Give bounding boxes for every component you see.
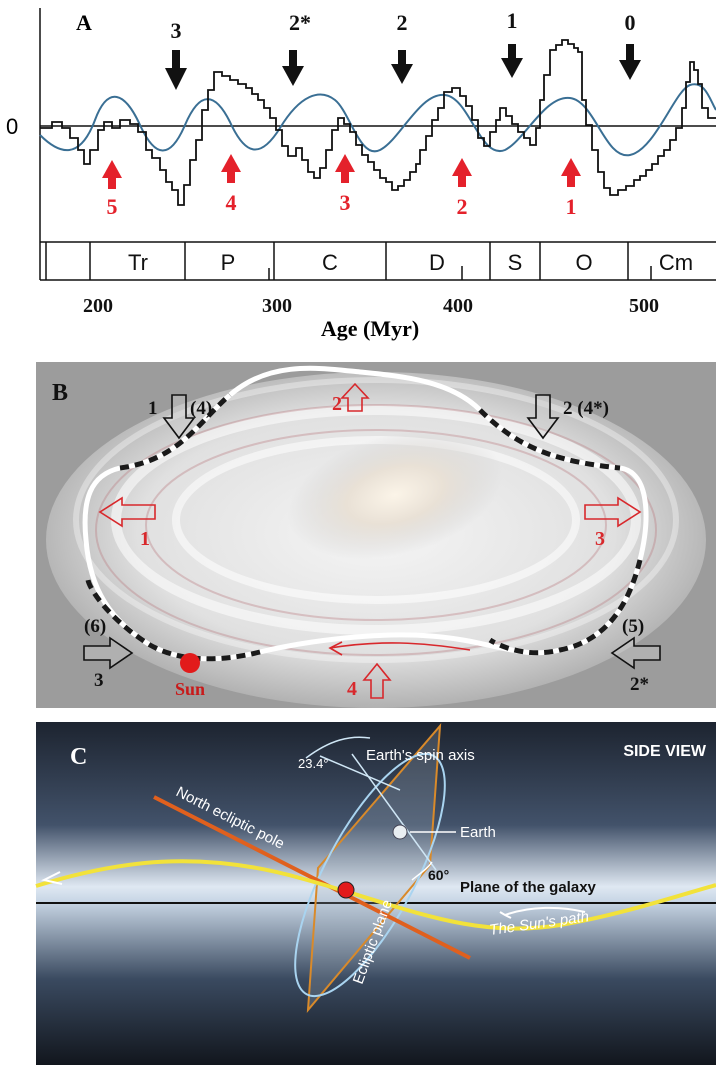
black-label-1: 1 xyxy=(148,398,158,419)
black-label-4: (4) xyxy=(190,398,212,419)
tick-500: 500 xyxy=(629,295,659,317)
black-arrow-left-2star xyxy=(610,636,661,670)
panel-a-label: A xyxy=(76,10,92,35)
period-band: Tr P C D S O Cm xyxy=(40,241,716,281)
red-arrow-up-2 xyxy=(340,382,370,412)
red-arrow-1: 1 xyxy=(561,158,581,219)
panel-b: B 2 1 3 4 xyxy=(36,362,716,708)
red-curve-arrow xyxy=(329,642,471,651)
svg-text:2: 2 xyxy=(397,10,408,35)
black-arrow-1: 1 xyxy=(501,8,523,78)
black-labels: 1 (4) 2 (4*) (6) 3 (5) 2* xyxy=(84,398,649,695)
red-arrows: 5 4 3 2 1 xyxy=(102,154,581,219)
black-label-6: (6) xyxy=(84,616,106,637)
black-arrow-down-2 xyxy=(526,394,560,440)
black-label-3: 3 xyxy=(94,670,104,691)
panel-b-label: B xyxy=(52,380,68,406)
earth-label: Earth xyxy=(460,824,496,841)
period-o: O xyxy=(575,250,592,275)
tick-200: 200 xyxy=(83,295,113,317)
sun-marker-c xyxy=(337,881,355,899)
black-label-2-4star: 2 (4*) xyxy=(563,398,609,419)
red-label-2: 2 xyxy=(332,393,342,415)
period-d: D xyxy=(429,250,445,275)
red-arrow-up-4 xyxy=(362,662,392,699)
red-labels: 2 1 3 4 xyxy=(140,393,605,700)
red-arrow-3: 3 xyxy=(335,154,355,215)
svg-text:1: 1 xyxy=(566,194,577,219)
panel-a: A 0 3 2* 2 1 xyxy=(6,8,716,341)
red-label-1: 1 xyxy=(140,528,150,550)
spin-axis xyxy=(351,753,437,871)
period-c: C xyxy=(322,250,338,275)
red-arrow-left-1 xyxy=(98,496,156,528)
tick-300: 300 xyxy=(262,295,292,317)
north-ecliptic-pole-line xyxy=(153,795,471,960)
black-arrow-3: 3 xyxy=(165,18,187,90)
tick-400: 400 xyxy=(443,295,473,317)
side-view-title: SIDE VIEW xyxy=(623,743,707,760)
svg-text:2*: 2* xyxy=(289,10,311,35)
svg-text:4: 4 xyxy=(226,190,237,215)
step-curve xyxy=(40,39,716,206)
sun-marker xyxy=(180,653,200,673)
black-arrow-2star: 2* xyxy=(282,10,311,86)
panel-c-label: C xyxy=(70,744,87,770)
period-p: P xyxy=(221,250,236,275)
period-s: S xyxy=(508,250,523,275)
svg-text:5: 5 xyxy=(107,194,118,219)
red-arrow-4: 4 xyxy=(221,154,241,215)
red-hollow-arrows xyxy=(98,382,642,699)
black-arrow-0: 0 xyxy=(619,10,641,80)
svg-text:0: 0 xyxy=(625,10,636,35)
spin-axis-label: Earth's spin axis xyxy=(366,747,475,764)
red-label-4: 4 xyxy=(347,678,357,700)
svg-text:3: 3 xyxy=(171,18,182,43)
sun-label: Sun xyxy=(175,679,205,699)
angle-plane-label: 60° xyxy=(428,867,449,883)
galaxy-dust xyxy=(95,404,657,656)
black-arrow-2: 2 xyxy=(391,10,413,84)
earth-orbit xyxy=(294,752,446,998)
x-ticks: 200 300 400 500 xyxy=(83,295,659,317)
black-hollow-arrows xyxy=(83,394,661,670)
black-arrow-down-1 xyxy=(162,394,196,440)
red-arrow-2: 2 xyxy=(452,158,472,219)
x-axis-title: Age (Myr) xyxy=(321,316,419,341)
period-tr: Tr xyxy=(128,250,148,275)
sun-path-arrow xyxy=(41,871,63,885)
period-cm: Cm xyxy=(659,250,693,275)
red-arrow-5: 5 xyxy=(102,160,122,219)
earth-marker xyxy=(392,824,408,840)
black-label-2star: 2* xyxy=(630,674,649,695)
black-arrows: 3 2* 2 1 0 xyxy=(165,8,641,90)
black-arrow-right-3 xyxy=(83,636,134,670)
sun-path xyxy=(35,859,716,931)
red-arrow-right-3 xyxy=(584,496,642,528)
sine-curve xyxy=(39,83,716,157)
galaxy-plane-label: Plane of the galaxy xyxy=(460,879,597,896)
zero-label: 0 xyxy=(6,114,18,139)
svg-text:2: 2 xyxy=(457,194,468,219)
panel-c: C SIDE VIEW North ecliptic pole The Sun'… xyxy=(35,722,716,1065)
red-label-3: 3 xyxy=(595,528,605,550)
black-label-5: (5) xyxy=(622,616,644,637)
svg-text:1: 1 xyxy=(507,8,518,33)
orbit-dark-segments xyxy=(85,393,643,662)
angle-spin-label: 23.4° xyxy=(298,756,329,771)
svg-text:3: 3 xyxy=(340,190,351,215)
galaxy-bulge xyxy=(287,430,503,560)
